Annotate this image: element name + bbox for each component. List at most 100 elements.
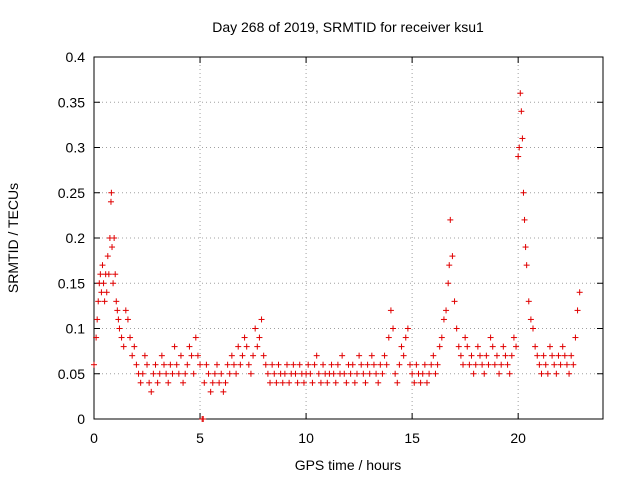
data-point — [392, 370, 399, 377]
data-point — [237, 361, 244, 368]
data-point — [260, 352, 267, 359]
data-point — [381, 352, 388, 359]
data-point — [434, 361, 441, 368]
data-point — [360, 370, 367, 377]
data-point — [328, 361, 335, 368]
data-point — [275, 361, 282, 368]
data-point — [513, 343, 520, 350]
data-point — [286, 379, 293, 386]
data-point — [141, 352, 148, 359]
data-point — [426, 370, 433, 377]
data-point — [449, 253, 456, 260]
data-point — [216, 379, 223, 386]
data-point — [491, 361, 498, 368]
data-point — [233, 370, 240, 377]
data-point — [203, 361, 210, 368]
data-point — [468, 352, 475, 359]
data-point — [228, 352, 235, 359]
data-point — [366, 370, 373, 377]
data-point — [430, 352, 437, 359]
data-point — [152, 361, 159, 368]
data-point — [404, 325, 411, 332]
data-point — [256, 334, 263, 341]
data-point — [201, 379, 208, 386]
data-point — [351, 379, 358, 386]
data-point — [364, 361, 371, 368]
data-point — [103, 289, 110, 296]
data-point — [116, 325, 123, 332]
data-point — [109, 244, 116, 251]
data-point — [254, 343, 261, 350]
data-point — [451, 298, 458, 305]
data-point — [97, 271, 104, 278]
data-point — [576, 289, 583, 296]
data-point — [390, 325, 397, 332]
data-point — [476, 352, 483, 359]
data-point — [186, 343, 193, 350]
data-point — [177, 352, 184, 359]
data-point — [180, 379, 187, 386]
data-point — [250, 352, 257, 359]
data-point — [150, 370, 157, 377]
data-point — [510, 334, 517, 341]
data-point — [144, 361, 151, 368]
data-point — [481, 370, 488, 377]
data-point — [445, 280, 452, 287]
data-point — [504, 361, 511, 368]
data-point — [211, 370, 218, 377]
data-point — [112, 271, 119, 278]
data-point — [508, 352, 515, 359]
data-point — [453, 325, 460, 332]
y-tick-label: 0.1 — [66, 321, 86, 337]
data-point — [525, 298, 532, 305]
data-point — [129, 352, 136, 359]
data-point — [118, 334, 125, 341]
data-point — [375, 379, 382, 386]
data-point — [222, 379, 229, 386]
data-point — [339, 352, 346, 359]
data-point — [496, 370, 503, 377]
data-point — [281, 370, 288, 377]
data-point — [500, 343, 507, 350]
data-point — [563, 361, 570, 368]
data-points — [91, 90, 583, 422]
data-point — [546, 343, 553, 350]
data-point — [184, 361, 191, 368]
data-point — [313, 352, 320, 359]
data-point — [124, 316, 131, 323]
data-point — [447, 216, 454, 223]
data-point — [417, 379, 424, 386]
data-point — [267, 379, 274, 386]
data-point — [368, 352, 375, 359]
data-point — [349, 361, 356, 368]
data-point — [472, 361, 479, 368]
data-point — [165, 379, 172, 386]
data-point — [443, 307, 450, 314]
data-point — [107, 198, 114, 205]
data-point — [353, 370, 360, 377]
data-point — [485, 361, 492, 368]
data-point — [148, 388, 155, 395]
data-point — [307, 370, 314, 377]
data-point — [98, 289, 105, 296]
y-tick-label: 0.15 — [58, 275, 85, 291]
x-tick-label: 15 — [404, 430, 420, 446]
data-point — [466, 361, 473, 368]
data-point — [553, 370, 560, 377]
data-point — [517, 90, 524, 97]
data-point — [428, 361, 435, 368]
data-point — [167, 361, 174, 368]
data-point — [409, 370, 416, 377]
data-point — [521, 216, 528, 223]
data-point — [474, 343, 481, 350]
data-point — [373, 370, 380, 377]
data-point — [111, 235, 118, 241]
data-point — [540, 352, 547, 359]
data-point — [519, 135, 526, 142]
data-point — [133, 361, 140, 368]
x-tick-label: 10 — [298, 430, 314, 446]
data-point — [192, 334, 199, 341]
y-tick-label: 0.3 — [66, 140, 86, 156]
data-point — [252, 325, 259, 332]
data-point — [379, 370, 386, 377]
